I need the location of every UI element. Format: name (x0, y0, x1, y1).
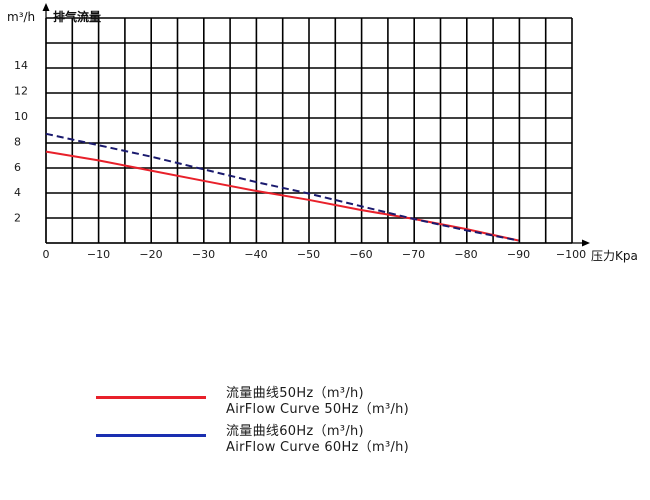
y-tick-label: 10 (14, 110, 28, 123)
y-tick-label: 14 (14, 59, 28, 72)
legend-swatch-60hz (96, 434, 206, 437)
x-tick-label: −30 (192, 248, 215, 261)
y-tick-label: 12 (14, 85, 28, 98)
x-tick-label: 0 (43, 248, 50, 261)
chart-ticks: 0 −10 −20 −30 −40 −50 −60 −70 −80 −90 −100 2 4 6 8 10 12… (14, 59, 586, 261)
y-tick-label: 6 (14, 161, 21, 174)
x-tick-label: −100 (556, 248, 586, 261)
x-tick-label: −80 (454, 248, 477, 261)
chart-legend: 流量曲线50Hz（m³/h) AirFlow Curve 50Hz（m³/h) … (96, 386, 516, 462)
legend-label-50hz-en: AirFlow Curve 50Hz（m³/h) (226, 402, 410, 417)
y-axis-unit: m³/h (7, 10, 35, 24)
x-tick-label: −20 (139, 248, 162, 261)
x-tick-label: −90 (507, 248, 530, 261)
x-tick-label: −60 (349, 248, 372, 261)
x-tick-label: −40 (244, 248, 267, 261)
y-tick-label: 8 (14, 135, 21, 148)
x-tick-label: −50 (297, 248, 320, 261)
legend-item-50hz: 流量曲线50Hz（m³/h) AirFlow Curve 50Hz（m³/h) (96, 386, 516, 424)
chart-series (45, 132, 519, 242)
y-axis-arrow (42, 3, 50, 11)
legend-item-60hz: 流量曲线60Hz（m³/h) AirFlow Curve 60Hz（m³/h) (96, 424, 516, 462)
airflow-chart: 0 −10 −20 −30 −40 −50 −60 −70 −80 −90 −100 2 4 6 8 10 12… (7, 3, 638, 263)
legend-label-60hz: 流量曲线60Hz（m³/h) AirFlow Curve 60Hz（m³/h) (226, 424, 409, 456)
y-tick-label: 2 (14, 212, 21, 225)
x-axis-label: 压力Kpa (591, 249, 638, 263)
legend-label-50hz-cn: 流量曲线50Hz（m³/h) (226, 386, 364, 401)
legend-label-60hz-cn: 流量曲线60Hz（m³/h) (226, 424, 364, 439)
legend-label-60hz-en: AirFlow Curve 60Hz（m³/h) (226, 440, 410, 455)
chart-grid (45, 17, 573, 244)
x-axis-arrow (582, 239, 590, 247)
legend-swatch-50hz (96, 396, 206, 399)
series-line-50hz (45, 150, 519, 242)
x-tick-label: −10 (87, 248, 110, 261)
chart-axes (42, 3, 590, 247)
series-line-60hz (45, 132, 519, 242)
x-tick-label: −70 (402, 248, 425, 261)
legend-label-50hz: 流量曲线50Hz（m³/h) AirFlow Curve 50Hz（m³/h) (226, 386, 409, 418)
y-tick-label: 4 (14, 186, 21, 199)
y-axis-title: 排气流量 (53, 9, 101, 24)
